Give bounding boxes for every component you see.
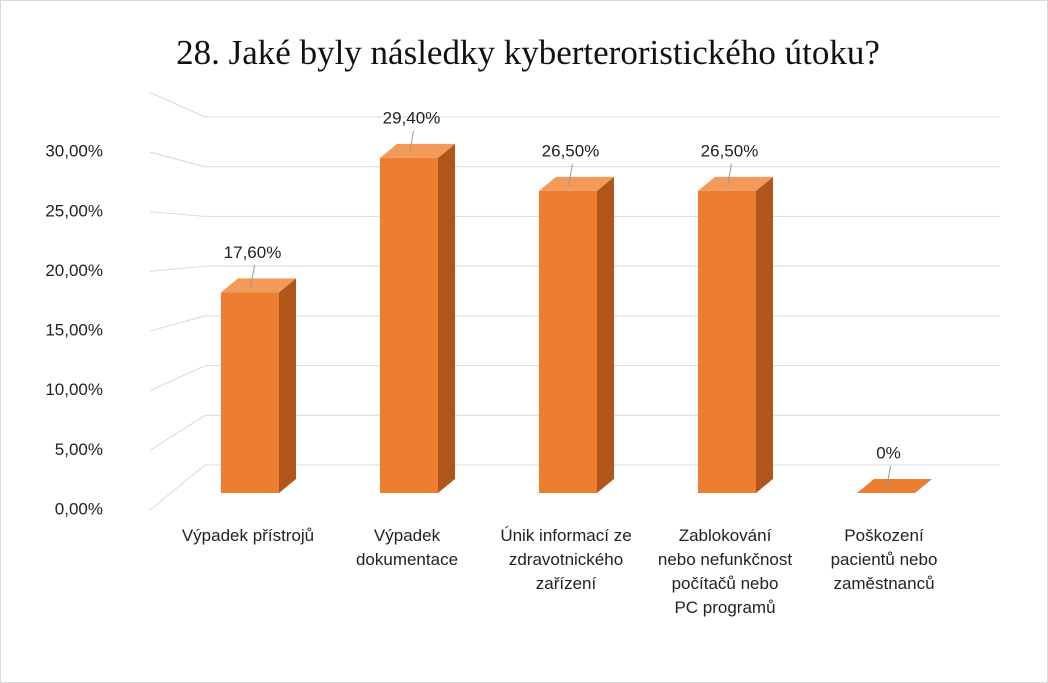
label-line: zaměstnanců <box>833 574 934 593</box>
y-tick-label: 30,00% <box>45 142 103 161</box>
label-line: Zablokování <box>679 526 772 545</box>
label-line: zařízení <box>536 574 597 593</box>
label-line: pacientů nebo <box>831 550 938 569</box>
data-label: 29,40% <box>383 108 441 127</box>
label-line: zdravotnického <box>509 550 623 569</box>
grid-line <box>149 315 206 332</box>
grid-line <box>149 414 206 451</box>
bar-top <box>698 176 773 191</box>
y-tick-label: 0,00% <box>55 499 103 518</box>
bar <box>380 157 438 493</box>
label-line: PC programů <box>674 598 775 617</box>
grid-line <box>149 151 206 168</box>
bar-side <box>756 176 773 493</box>
data-label: 26,50% <box>542 141 600 160</box>
x-tick-label: Výpadek dokumentace <box>356 526 458 569</box>
grid-line <box>149 211 206 217</box>
y-tick-label: 25,00% <box>45 201 103 220</box>
grid-line <box>149 92 206 118</box>
label-line: Výpadek <box>374 526 441 545</box>
grid-line <box>149 464 206 511</box>
data-label: 17,60% <box>224 243 282 262</box>
x-tick-label: Výpadek přístrojů <box>182 526 314 545</box>
grid-line <box>149 265 206 272</box>
leader-line <box>250 265 255 288</box>
chart-title: 28. Jaké byly následky kyberteroristické… <box>176 33 880 72</box>
grid-line <box>149 365 206 392</box>
label-line: Výpadek přístrojů <box>182 526 314 545</box>
bar <box>539 190 597 493</box>
bar-side <box>438 143 455 493</box>
bar-top <box>380 143 455 158</box>
leader-line <box>727 163 732 186</box>
bar <box>698 190 756 493</box>
label-line: dokumentace <box>356 550 458 569</box>
bar <box>221 292 279 493</box>
x-tick-label: Únik informací ze zdravotnického zařízení <box>500 526 631 593</box>
leader-line <box>568 163 573 186</box>
bar-side <box>597 176 614 493</box>
y-tick-label: 15,00% <box>45 321 103 340</box>
bar-side <box>279 278 296 493</box>
leader-line <box>886 465 891 489</box>
y-tick-label: 5,00% <box>55 440 103 459</box>
data-label: 26,50% <box>701 141 759 160</box>
bar-top <box>221 278 296 293</box>
y-tick-label: 10,00% <box>45 380 103 399</box>
data-label: 0% <box>876 443 901 462</box>
y-tick-label: 20,00% <box>45 261 103 280</box>
bar <box>857 479 932 493</box>
label-line: počítačů nebo <box>672 574 779 593</box>
label-line: nebo nefunkčnost <box>658 550 792 569</box>
bar-top <box>539 176 614 191</box>
label-line: Únik informací ze <box>500 526 631 545</box>
leader-line <box>409 130 414 153</box>
x-tick-label: Zablokování nebo nefunkčnost počítačů nebo… <box>658 526 792 617</box>
x-tick-label: Poškození pacientů nebo zaměstnanců <box>831 526 938 593</box>
label-line: Poškození <box>844 526 924 545</box>
